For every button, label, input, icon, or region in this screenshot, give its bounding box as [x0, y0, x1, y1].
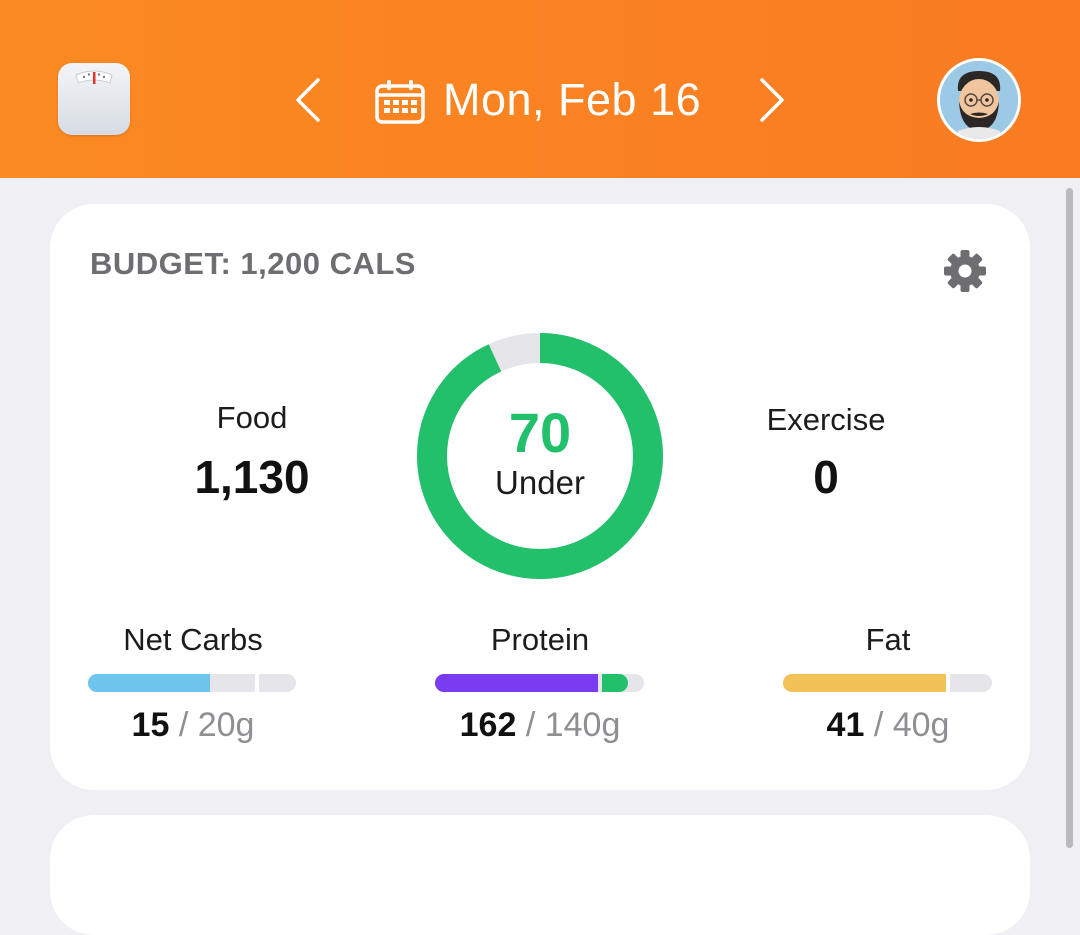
budget-card: BUDGET: 1,200 CALS Food 1,130 70 Under E…: [50, 204, 1030, 790]
next-card: [50, 815, 1030, 935]
fat-value: 41 / 40g: [758, 706, 1018, 745]
fat-current: 41: [826, 706, 865, 744]
protein-value: 162 / 140g: [410, 706, 670, 745]
fat-label: Fat: [865, 622, 911, 657]
gear-icon[interactable]: [942, 248, 988, 294]
net-carbs-target-marker: [255, 674, 260, 692]
chevron-right-icon[interactable]: [752, 76, 792, 124]
date-label[interactable]: Mon, Feb 16: [443, 74, 702, 125]
budget-title: BUDGET: 1,200 CALS: [90, 246, 416, 281]
fat-target-marker: [946, 674, 951, 692]
protein-bar-fill: [435, 674, 599, 692]
scale-button[interactable]: [58, 63, 130, 135]
net-carbs-bar: [88, 674, 296, 692]
net-carbs-label: Net Carbs: [123, 622, 263, 657]
food-value: 1,130: [194, 451, 310, 503]
exercise-value: 0: [813, 451, 839, 503]
avatar-icon: [940, 61, 1018, 139]
remaining-label: Under: [495, 464, 585, 501]
chevron-left-icon[interactable]: [288, 76, 328, 124]
net-carbs-current: 15: [131, 706, 170, 744]
avatar[interactable]: [937, 58, 1021, 142]
food-label: Food: [216, 400, 288, 435]
protein-current: 162: [459, 706, 517, 744]
protein-target: / 140g: [525, 706, 621, 744]
protein-bar: [435, 674, 644, 692]
protein-bar-over: [602, 674, 628, 692]
net-carbs-value: 15 / 20g: [63, 706, 323, 745]
exercise-label: Exercise: [766, 402, 886, 437]
net-carbs-target: / 20g: [178, 706, 255, 744]
app-header: Mon, Feb 16: [0, 0, 1080, 178]
net-carbs-bar-fill: [88, 674, 211, 692]
protein-label: Protein: [490, 622, 590, 657]
scrollbar[interactable]: [1066, 188, 1073, 848]
scale-icon: [75, 70, 113, 84]
calorie-ring: [417, 333, 663, 579]
remaining-value: 70: [508, 401, 572, 464]
calendar-icon: [375, 80, 425, 124]
fat-target: / 40g: [873, 706, 950, 744]
fat-bar-fill: [783, 674, 947, 692]
fat-bar: [783, 674, 992, 692]
